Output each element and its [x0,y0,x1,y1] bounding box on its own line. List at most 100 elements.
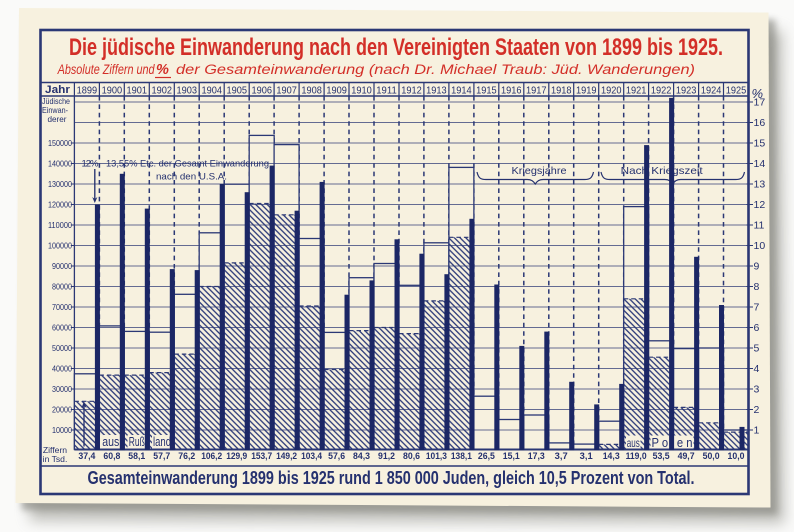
svg-text:138,1: 138,1 [451,451,472,461]
svg-text:Die jüdische Einwanderung nach: Die jüdische Einwanderung nach den Verei… [69,34,723,61]
svg-text:26,5: 26,5 [478,451,495,461]
svg-text:land: land [153,435,171,449]
svg-text:129,9: 129,9 [226,451,247,461]
svg-text:50000: 50000 [52,343,72,353]
svg-text:57,7: 57,7 [153,451,170,461]
svg-text:Gesamteinwanderung 1899 bis 19: Gesamteinwanderung 1899 bis 1925 rund 1 … [88,468,695,488]
svg-text:1: 1 [754,425,760,437]
svg-text:1923: 1923 [676,84,697,96]
svg-text:40000: 40000 [52,364,72,374]
svg-text:60000: 60000 [52,323,72,333]
svg-text:Jüdische: Jüdische [42,96,70,106]
svg-text:9: 9 [754,261,760,273]
svg-text:Ruß: Ruß [129,435,145,449]
svg-text:15: 15 [754,138,766,150]
svg-text:1922: 1922 [651,84,672,96]
svg-text:153,7: 153,7 [251,451,272,461]
svg-text:1924: 1924 [701,84,722,96]
svg-text:5: 5 [754,343,760,355]
svg-text:in Tsd.: in Tsd. [43,454,68,464]
svg-text:15,1: 15,1 [503,451,520,461]
svg-text:1925: 1925 [726,84,747,96]
svg-text:149,2: 149,2 [276,451,297,461]
svg-text:nach den U.S.A.: nach den U.S.A. [156,172,227,182]
svg-text:1906: 1906 [251,84,272,96]
svg-text:37,4: 37,4 [78,451,95,461]
svg-text:aus: aus [102,435,119,449]
svg-text:1900: 1900 [102,84,123,96]
svg-text:11: 11 [754,220,765,232]
svg-text:58,1: 58,1 [128,451,145,461]
svg-text:49,7: 49,7 [678,451,695,461]
svg-text:60,8: 60,8 [103,451,120,461]
svg-text:%: % [156,62,169,78]
svg-text:110000: 110000 [48,220,72,230]
svg-text:2: 2 [754,404,760,416]
svg-text:120000: 120000 [48,200,72,210]
svg-text:103,4: 103,4 [301,451,322,461]
svg-text:%: % [752,86,764,101]
svg-text:7: 7 [754,302,760,314]
svg-text:101,3: 101,3 [426,451,447,461]
svg-text:14,3: 14,3 [603,451,620,461]
svg-text:Nach Kriegszeit: Nach Kriegszeit [621,165,703,177]
svg-text:Jahr: Jahr [45,84,71,96]
svg-text:3,7: 3,7 [555,451,568,461]
svg-text:1921: 1921 [626,84,647,96]
svg-text:10000: 10000 [52,425,72,435]
svg-text:1918: 1918 [551,84,572,96]
svg-text:80000: 80000 [52,282,72,292]
svg-text:130000: 130000 [48,179,72,189]
svg-text:1907: 1907 [276,84,297,96]
svg-text:12%: 12% [82,159,100,170]
svg-text:aus: aus [627,436,640,450]
svg-text:76,2: 76,2 [178,451,195,461]
svg-text:10: 10 [754,240,766,252]
svg-text:1913: 1913 [426,84,447,96]
svg-text:20000: 20000 [52,405,72,415]
svg-text:57,6: 57,6 [328,451,345,461]
svg-text:100000: 100000 [48,241,72,251]
svg-text:1903: 1903 [177,84,198,96]
svg-text:1910: 1910 [351,84,372,96]
svg-text:1914: 1914 [451,84,472,96]
svg-text:14: 14 [754,158,766,170]
svg-text:4: 4 [754,363,760,375]
svg-text:10,0: 10,0 [728,451,745,461]
svg-text:der Gesamteinwanderung (nach D: der Gesamteinwanderung (nach Dr. Michael… [176,62,695,77]
svg-text:80,6: 80,6 [403,451,420,461]
svg-text:90000: 90000 [52,261,72,271]
svg-text:1912: 1912 [401,84,422,96]
svg-text:140000: 140000 [48,159,72,169]
svg-text:17: 17 [754,97,766,109]
svg-text:70000: 70000 [52,302,72,312]
svg-text:1911: 1911 [376,84,397,96]
svg-text:1909: 1909 [326,84,347,96]
svg-text:50,0: 50,0 [703,451,720,461]
svg-text:16: 16 [754,117,766,129]
svg-text:30000: 30000 [52,384,72,394]
svg-text:1905: 1905 [226,84,247,96]
svg-text:3: 3 [754,384,760,396]
svg-text:1917: 1917 [526,84,547,96]
svg-text:1908: 1908 [301,84,322,96]
svg-text:119,0: 119,0 [626,451,647,461]
svg-text:13,55% Etc. der Gesamt Einwand: 13,55% Etc. der Gesamt Einwanderung [106,159,269,169]
svg-text:106,2: 106,2 [201,451,222,461]
svg-text:1916: 1916 [501,84,522,96]
svg-text:1904: 1904 [201,84,222,96]
svg-text:1901: 1901 [127,84,148,96]
svg-text:Absolute Ziffern und: Absolute Ziffern und [57,62,155,77]
svg-text:1915: 1915 [476,84,497,96]
svg-text:Ziffern: Ziffern [43,445,67,455]
svg-text:3,1: 3,1 [580,451,593,461]
svg-text:1919: 1919 [576,84,597,96]
svg-text:6: 6 [754,322,760,334]
svg-text:Kriegsjahre: Kriegsjahre [512,165,567,177]
svg-text:derer: derer [48,114,67,124]
svg-text:1902: 1902 [152,84,173,96]
svg-text:91,2: 91,2 [378,451,395,461]
svg-text:8: 8 [754,281,760,293]
svg-text:1899: 1899 [77,84,98,96]
svg-text:53,5: 53,5 [653,451,670,461]
